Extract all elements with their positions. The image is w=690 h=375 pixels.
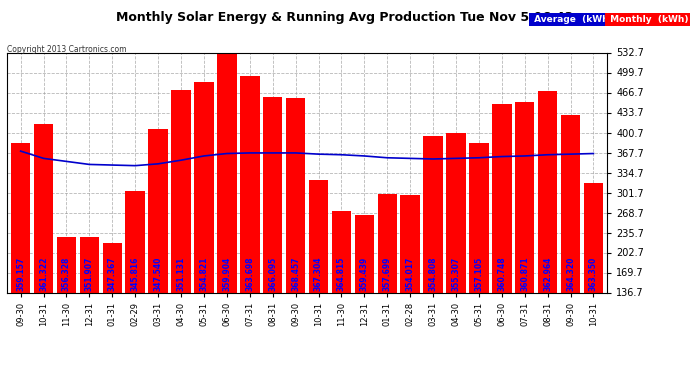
Bar — [286, 98, 306, 375]
Text: 347.367: 347.367 — [108, 256, 117, 291]
Bar — [34, 124, 53, 375]
Bar — [400, 195, 420, 375]
Text: 345.816: 345.816 — [130, 257, 139, 291]
Bar — [11, 142, 30, 375]
Text: 357.105: 357.105 — [475, 257, 484, 291]
Bar — [469, 143, 489, 375]
Bar — [515, 102, 535, 375]
Bar — [561, 115, 580, 375]
Bar — [355, 215, 374, 375]
Text: 356.328: 356.328 — [62, 257, 71, 291]
Text: Monthly Solar Energy & Running Avg Production Tue Nov 5 06:43: Monthly Solar Energy & Running Avg Produ… — [117, 11, 573, 24]
Bar — [263, 97, 282, 375]
Bar — [240, 76, 259, 375]
Text: 362.964: 362.964 — [543, 257, 552, 291]
Text: Monthly  (kWh): Monthly (kWh) — [607, 15, 689, 24]
Text: 354.821: 354.821 — [199, 257, 208, 291]
Text: 359.904: 359.904 — [222, 257, 231, 291]
Text: 364.320: 364.320 — [566, 257, 575, 291]
Bar — [171, 90, 190, 375]
Text: 363.698: 363.698 — [245, 257, 255, 291]
Bar — [492, 105, 511, 375]
Bar — [424, 136, 443, 375]
Bar — [103, 243, 122, 375]
Text: 354.017: 354.017 — [406, 257, 415, 291]
Bar — [308, 180, 328, 375]
Bar — [446, 133, 466, 375]
Bar — [126, 190, 145, 375]
Text: 366.095: 366.095 — [268, 257, 277, 291]
Text: 359.157: 359.157 — [16, 257, 25, 291]
Text: 354.808: 354.808 — [428, 257, 437, 291]
Text: 351.131: 351.131 — [177, 257, 186, 291]
Bar — [79, 237, 99, 375]
Bar — [217, 53, 237, 375]
Text: Average  (kWh): Average (kWh) — [531, 15, 613, 24]
Bar — [332, 211, 351, 375]
Text: 360.748: 360.748 — [497, 256, 506, 291]
Text: 367.304: 367.304 — [314, 257, 323, 291]
Text: 368.457: 368.457 — [291, 257, 300, 291]
Text: 359.439: 359.439 — [359, 257, 369, 291]
Bar — [584, 183, 603, 375]
Bar — [377, 194, 397, 375]
Bar — [538, 90, 558, 375]
Text: Copyright 2013 Cartronics.com: Copyright 2013 Cartronics.com — [7, 45, 126, 54]
Bar — [194, 82, 214, 375]
Text: 351.907: 351.907 — [85, 257, 94, 291]
Text: 361.322: 361.322 — [39, 257, 48, 291]
Text: 355.307: 355.307 — [451, 257, 460, 291]
Text: 360.871: 360.871 — [520, 256, 529, 291]
Text: 357.699: 357.699 — [383, 257, 392, 291]
Text: 363.350: 363.350 — [589, 257, 598, 291]
Text: 364.815: 364.815 — [337, 257, 346, 291]
Text: 347.540: 347.540 — [154, 257, 163, 291]
Bar — [57, 237, 76, 375]
Bar — [148, 129, 168, 375]
